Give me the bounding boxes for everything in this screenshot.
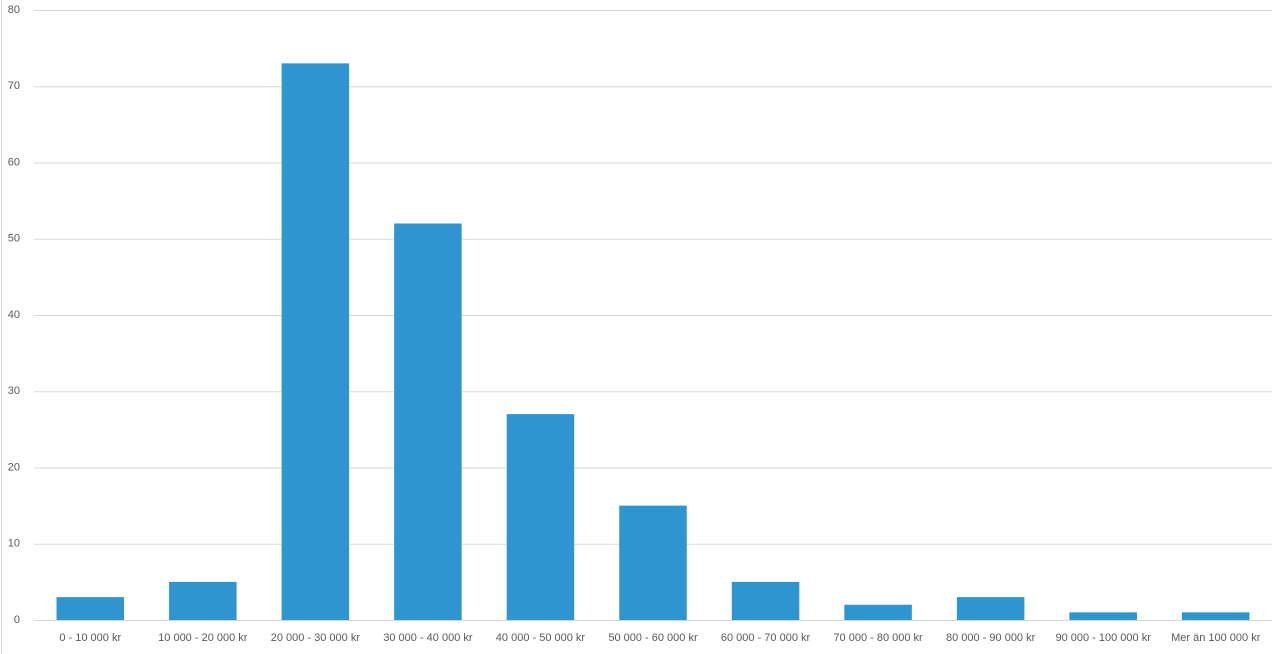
bar	[731, 581, 800, 620]
y-tick-label: 40	[8, 309, 20, 321]
y-tick-label: 30	[8, 385, 20, 397]
bar	[956, 597, 1025, 620]
x-tick-label: 50 000 - 60 000 kr	[608, 632, 698, 644]
x-tick-label: 0 - 10 000 kr	[59, 632, 121, 644]
bar	[1069, 612, 1137, 620]
x-tick-label: 10 000 - 20 000 kr	[158, 632, 248, 644]
bar	[506, 414, 575, 620]
y-tick-label: 0	[14, 614, 20, 626]
x-tick-label: 70 000 - 80 000 kr	[833, 632, 923, 644]
y-tick-label: 80	[8, 4, 20, 16]
x-tick-label: 30 000 - 40 000 kr	[383, 632, 473, 644]
bar	[56, 597, 125, 620]
bar	[844, 604, 912, 620]
bar	[169, 581, 237, 620]
y-tick-label: 60	[8, 156, 20, 168]
x-tick-label: 80 000 - 90 000 kr	[946, 632, 1036, 644]
y-tick-label: 50	[8, 233, 20, 245]
x-tick-label: 60 000 - 70 000 kr	[721, 632, 811, 644]
x-tick-label: 90 000 - 100 000 kr	[1055, 632, 1151, 644]
x-tick-label: 20 000 - 30 000 kr	[271, 632, 361, 644]
bar	[394, 223, 462, 620]
bar	[619, 505, 687, 620]
y-tick-label: 20	[8, 461, 20, 473]
bar	[1181, 612, 1250, 620]
x-tick-label: 40 000 - 50 000 kr	[496, 632, 586, 644]
y-tick-label: 70	[8, 80, 20, 92]
y-tick-label: 10	[8, 538, 20, 550]
x-tick-label: Mer än 100 000 kr	[1171, 632, 1261, 644]
bar	[281, 63, 350, 620]
